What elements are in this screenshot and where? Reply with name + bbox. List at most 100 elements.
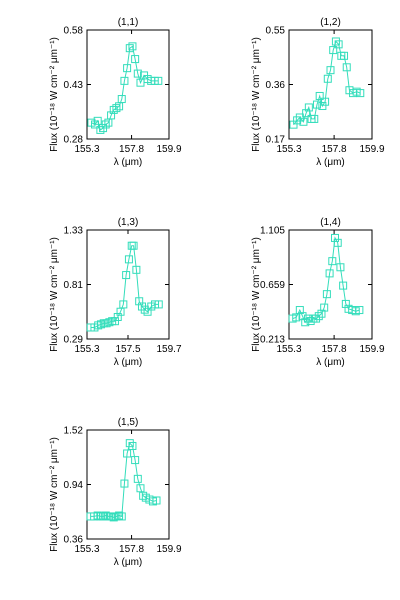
x-tick-label: 155.3 [74,344,99,355]
panel-title: (1,2) [320,17,341,28]
data-point [99,512,108,521]
data-point [128,42,137,51]
data-point [154,300,163,309]
y-tick-label: 0.58 [64,26,84,37]
y-tick-label: 0.43 [64,80,84,91]
data-point [298,312,307,321]
series-line [292,236,360,324]
x-tick-label: 159.9 [359,144,384,155]
data-point [152,496,161,505]
data-point [125,439,134,448]
data-point [320,303,329,312]
data-point [96,125,105,134]
data-point [326,66,335,75]
x-tick-label: 159.7 [156,344,181,355]
data-point [123,449,132,458]
data-point [329,46,338,55]
data-point [96,320,105,329]
data-point [323,74,332,83]
x-axis-label: λ (μm) [114,557,143,568]
y-tick-label: 1.33 [64,226,84,237]
data-point [109,513,118,522]
x-axis-label: λ (μm) [114,357,143,368]
data-point [154,76,163,85]
data-point [123,64,132,73]
y-axis-label: Flux (10⁻¹⁸ W cm⁻² μm⁻¹) [49,237,60,352]
data-point [312,100,321,109]
x-tick-label: 157.8 [119,544,144,555]
data-point [93,511,102,520]
data-point [342,63,351,72]
data-point [355,306,364,315]
data-point [314,312,323,321]
y-tick-label: 0.213 [260,335,285,346]
panel-title: (1,5) [118,417,139,428]
panel-3: (1,3) 0.29 0.81 1.33 155.3 157.5 159.7 λ (μm) Fl… [49,217,182,368]
data-point [125,44,134,53]
y-tick-label: 1.52 [64,426,84,437]
y-tick-label: 0.81 [64,280,84,291]
data-point [304,103,313,112]
data-point [295,306,304,315]
y-tick-label: 0.36 [64,535,84,546]
data-point [93,116,102,125]
x-axis-label: λ (μm) [114,157,143,168]
data-point [135,297,144,306]
y-tick-label: 0.17 [266,135,286,146]
x-tick-label: 157.8 [119,144,144,155]
data-point [339,281,348,290]
y-tick-label: 0.94 [64,480,84,491]
data-point [317,309,326,318]
panel-5: (1,5) 0.36 0.94 1.52 155.3 157.8 159.9 λ (μm) Fl… [49,417,182,568]
x-axis-label: λ (μm) [316,157,345,168]
x-tick-label: 159.9 [156,544,181,555]
data-point [132,265,141,274]
data-point [299,117,308,126]
y-axis-label: Flux (10⁻¹⁸ W cm⁻² μm⁻¹) [251,37,262,152]
data-point [94,321,103,330]
data-point [331,37,340,46]
data-point [113,312,122,321]
data-point [328,257,337,266]
data-point [356,89,365,98]
data-point [322,290,331,299]
data-point [112,104,121,113]
y-tick-label: 0.659 [260,280,285,291]
data-point [119,300,128,309]
data-point [101,511,110,520]
y-tick-label: 0.55 [266,26,286,37]
data-point [107,111,116,120]
data-point [120,479,129,488]
data-point [105,318,114,327]
y-tick-label: 0.29 [64,335,84,346]
data-point [321,97,330,106]
data-point [310,114,319,123]
data-point [334,40,343,49]
data-point [131,55,140,64]
x-tick-label: 157.8 [322,144,347,155]
data-point [129,241,138,250]
data-point [124,255,133,264]
data-point [331,233,340,242]
data-point [325,269,334,278]
data-point [117,512,126,521]
data-point [115,511,124,520]
x-tick-label: 157.8 [322,344,347,355]
data-point [136,484,145,493]
data-point [302,109,311,118]
data-point [333,238,342,247]
panel-title: (1,4) [320,217,341,228]
y-tick-label: 0.28 [64,135,84,146]
data-point [336,263,345,272]
y-tick-label: 0.36 [266,80,286,91]
x-tick-label: 155.3 [74,544,99,555]
x-tick-label: 157.5 [115,344,140,355]
y-tick-label: 1.105 [260,226,285,237]
y-axis-label: Flux (10⁻¹⁸ W cm⁻² μm⁻¹) [49,437,60,552]
x-axis-label: λ (μm) [316,357,345,368]
data-point [120,76,129,85]
data-point [318,102,327,111]
y-axis-label: Flux (10⁻¹⁸ W cm⁻² μm⁻¹) [49,37,60,152]
data-point [133,69,142,78]
